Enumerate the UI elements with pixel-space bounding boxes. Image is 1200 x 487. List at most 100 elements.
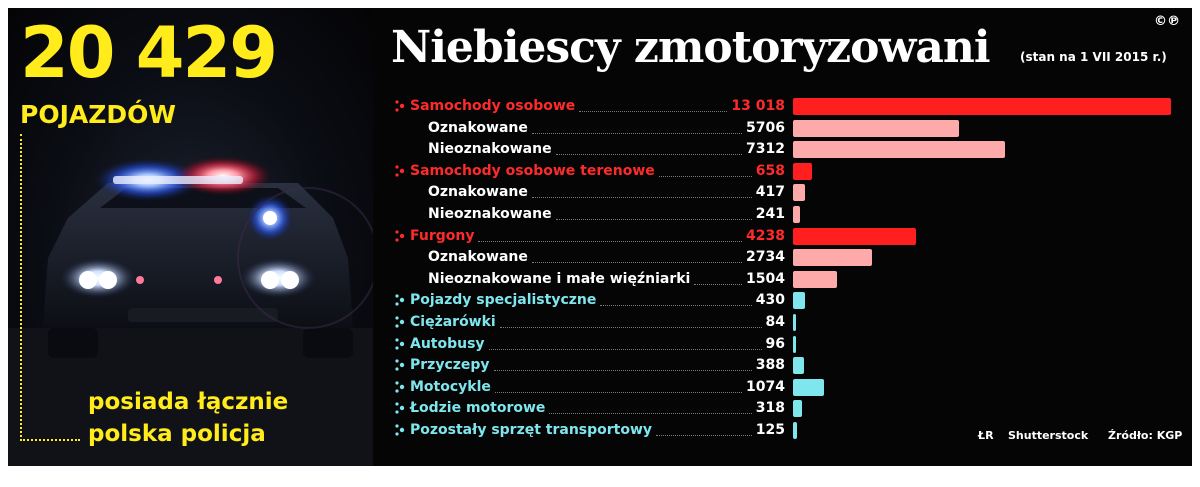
row-label: Nieoznakowane [428, 141, 552, 157]
chart-row: Pozostały sprzęt transportowy 125 [8, 420, 1192, 440]
row-bar [793, 98, 1171, 115]
caption-line-1: posiada łącznie [88, 389, 289, 415]
row-leader-dots [494, 370, 752, 371]
row-value-label: 417 [755, 184, 785, 200]
row-bar [793, 141, 1006, 158]
row-leader-dots [532, 133, 742, 134]
row-label: Nieoznakowane [428, 206, 552, 222]
row-marker-icon [395, 316, 405, 328]
row-leader-dots [556, 219, 752, 220]
row-leader-dots [532, 197, 752, 198]
row-leader-dots [659, 176, 752, 177]
credit-author: ŁR [978, 429, 994, 442]
row-bar [793, 228, 917, 245]
row-marker-icon [395, 424, 405, 436]
row-marker-icon [395, 165, 405, 177]
chart-row: Samochody osobowe 13 018 [8, 96, 1192, 116]
row-bar [793, 357, 805, 374]
chart-row: Oznakowane 5706 [8, 118, 1192, 138]
row-leader-dots [478, 241, 742, 242]
row-bar [793, 184, 806, 201]
chart-row: Łodzie motorowe 318 [8, 398, 1192, 418]
total-vehicles-number: 20 429 [20, 12, 278, 94]
row-value-label: 658 [755, 163, 785, 179]
row-value-label: 7312 [746, 141, 785, 157]
row-leader-dots [556, 154, 742, 155]
row-label: Pojazdy specjalistyczne [410, 292, 597, 308]
chart-row: Motocykle 1074 [8, 377, 1192, 397]
total-vehicles-unit: POJAZDÓW [20, 100, 176, 129]
row-marker-icon [395, 230, 405, 242]
row-value-label: 125 [755, 422, 785, 438]
row-marker-icon [395, 359, 405, 371]
chart-row: Autobusy 96 [8, 334, 1192, 354]
chart-row: Ciężarówki 84 [8, 312, 1192, 332]
row-value-label: 388 [755, 357, 785, 373]
row-leader-dots [656, 435, 752, 436]
row-value-label: 318 [755, 400, 785, 416]
copyright-mark: ©℗ [1154, 14, 1180, 29]
chart-row: Furgony 4238 [8, 226, 1192, 246]
row-leader-dots [579, 111, 727, 112]
row-marker-icon [395, 402, 405, 414]
row-label: Oznakowane [428, 249, 528, 265]
row-marker-icon [395, 381, 405, 393]
row-marker-icon [395, 338, 405, 350]
row-value-label: 13 018 [731, 98, 785, 114]
row-value-label: 430 [755, 292, 785, 308]
chart-row: Nieoznakowane 241 [8, 204, 1192, 224]
row-leader-dots [532, 262, 742, 263]
row-label: Oznakowane [428, 184, 528, 200]
credit-source: Źródło: KGP [1108, 429, 1183, 442]
caption-line-2: polska policja [88, 421, 266, 447]
row-value-label: 4238 [746, 228, 785, 244]
row-leader-dots [600, 305, 752, 306]
chart-title: Niebiescy zmotoryzowani [391, 22, 991, 73]
row-value-label: 5706 [746, 120, 785, 136]
headline-caption: posiada łącznie polska policja [88, 386, 288, 450]
chart-subtitle: (stan na 1 VII 2015 r.) [1020, 50, 1167, 64]
row-bar [793, 379, 825, 396]
row-bar [793, 271, 837, 288]
dotted-bracket-line [20, 134, 80, 441]
row-leader-dots [500, 327, 762, 328]
row-leader-dots [694, 284, 742, 285]
chart-row: Oznakowane 2734 [8, 247, 1192, 267]
chart-row: Pojazdy specjalistyczne 430 [8, 290, 1192, 310]
chart-row: Oznakowane 417 [8, 182, 1192, 202]
row-bar [793, 249, 873, 266]
row-value-label: 96 [765, 336, 785, 352]
row-label: Motocykle [410, 379, 491, 395]
row-bar [793, 206, 800, 223]
row-label: Samochody osobowe terenowe [410, 163, 655, 179]
row-bar [793, 422, 797, 439]
row-value-label: 1504 [746, 271, 785, 287]
row-bar [793, 314, 796, 331]
chart-row: Nieoznakowane i małe więźniarki 1504 [8, 269, 1192, 289]
row-label: Furgony [410, 228, 475, 244]
row-label: Łodzie motorowe [410, 400, 546, 416]
row-value-label: 84 [765, 314, 785, 330]
row-leader-dots [495, 392, 742, 393]
row-bar [793, 163, 813, 180]
row-label: Pozostały sprzęt transportowy [410, 422, 653, 438]
row-value-label: 2734 [746, 249, 785, 265]
row-leader-dots [549, 413, 752, 414]
chart-row: Nieoznakowane 7312 [8, 139, 1192, 159]
row-value-label: 1074 [746, 379, 785, 395]
row-label: Nieoznakowane i małe więźniarki [428, 271, 691, 287]
row-marker-icon [395, 294, 405, 306]
chart-row: Samochody osobowe terenowe 658 [8, 161, 1192, 181]
row-value-label: 241 [755, 206, 785, 222]
row-bar [793, 292, 806, 309]
row-label: Samochody osobowe [410, 98, 576, 114]
credit-photo: Shutterstock [1008, 429, 1089, 442]
row-bar [793, 336, 796, 353]
police-car-photo-panel: 20 429 POJAZDÓW posiada łącznie polska p… [8, 8, 373, 466]
row-bar [793, 400, 803, 417]
row-label: Autobusy [410, 336, 485, 352]
police-car-illustration [8, 156, 373, 466]
row-label: Oznakowane [428, 120, 528, 136]
row-marker-icon [395, 100, 405, 112]
row-label: Przyczepy [410, 357, 490, 373]
